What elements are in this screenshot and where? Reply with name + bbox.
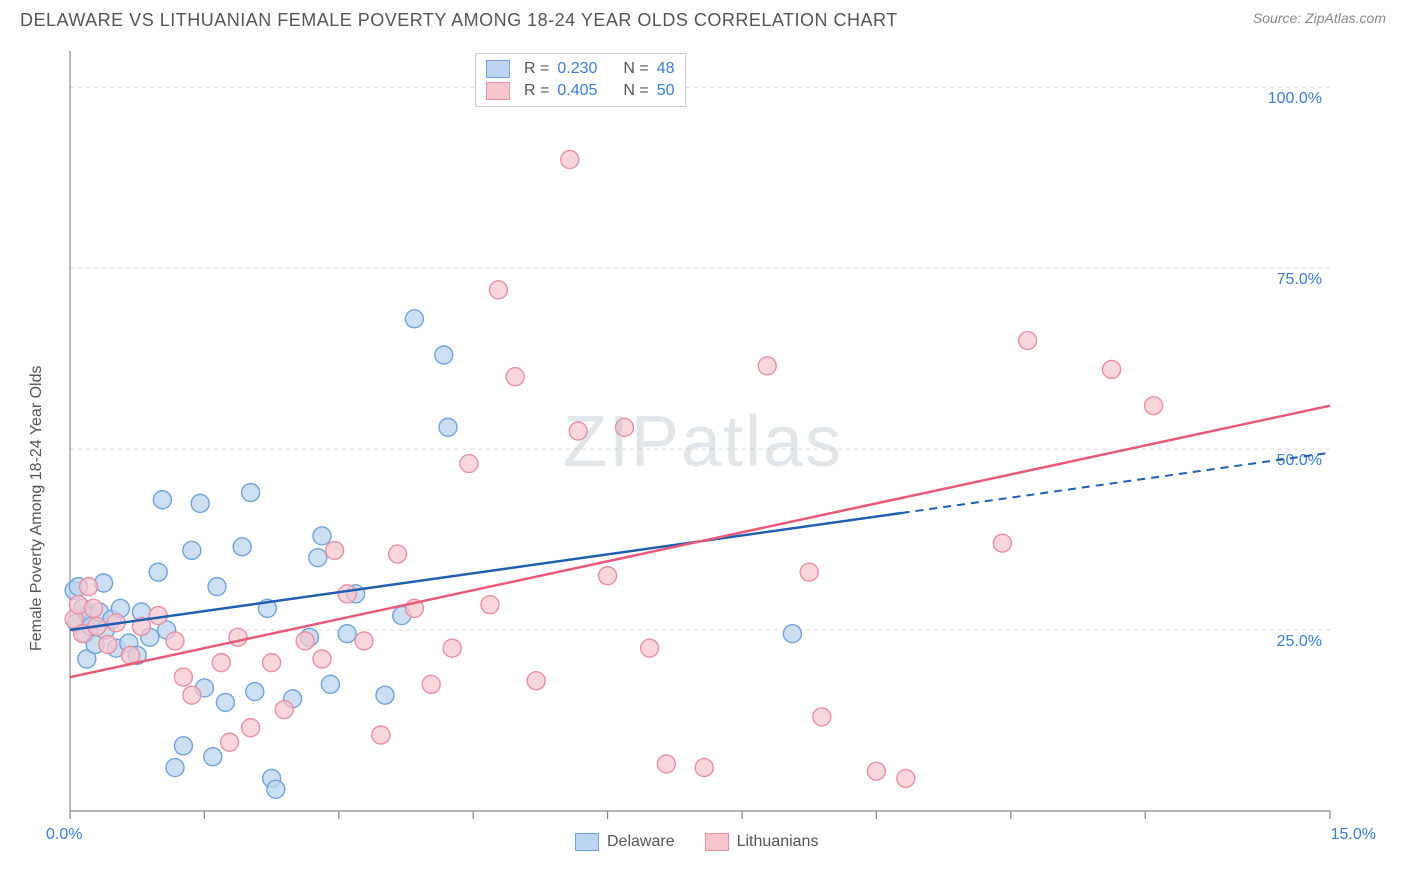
legend-series: Delaware Lithuanians xyxy=(575,833,818,851)
svg-text:75.0%: 75.0% xyxy=(1277,271,1322,288)
legend-stat-row-lithuanians: R = 0.405 N = 50 xyxy=(486,80,675,102)
scatter-plot-svg: 25.0% 50.0% 75.0% 100.0% 0.0% 15.0% xyxy=(20,31,1386,861)
legend-item-lithuanians: Lithuanians xyxy=(705,833,819,851)
r-value-lithuanians: 0.405 xyxy=(557,82,597,100)
svg-text:15.0%: 15.0% xyxy=(1331,826,1376,843)
r-label: R = xyxy=(524,82,549,100)
legend-swatch-lithuanians xyxy=(705,833,729,851)
r-value-delaware: 0.230 xyxy=(557,60,597,78)
y-axis-title: Female Poverty Among 18-24 Year Olds xyxy=(28,366,46,652)
n-value-delaware: 48 xyxy=(657,60,675,78)
r-label: R = xyxy=(524,60,549,78)
n-label: N = xyxy=(623,60,648,78)
chart-source: Source: ZipAtlas.com xyxy=(1253,10,1386,26)
legend-stats: R = 0.230 N = 48 R = 0.405 N = 50 xyxy=(475,53,686,107)
svg-text:25.0%: 25.0% xyxy=(1277,633,1322,650)
n-label: N = xyxy=(623,82,648,100)
svg-text:50.0%: 50.0% xyxy=(1277,452,1322,469)
source-label: Source: xyxy=(1253,10,1305,26)
legend-item-delaware: Delaware xyxy=(575,833,675,851)
svg-text:100.0%: 100.0% xyxy=(1268,90,1322,107)
source-name: ZipAtlas.com xyxy=(1305,10,1386,26)
legend-swatch-lithuanians xyxy=(486,82,510,100)
legend-stat-row-delaware: R = 0.230 N = 48 xyxy=(486,58,675,80)
legend-label-delaware: Delaware xyxy=(607,833,675,851)
n-value-lithuanians: 50 xyxy=(657,82,675,100)
chart-title: DELAWARE VS LITHUANIAN FEMALE POVERTY AM… xyxy=(20,10,898,31)
legend-swatch-delaware xyxy=(486,60,510,78)
legend-swatch-delaware xyxy=(575,833,599,851)
svg-text:0.0%: 0.0% xyxy=(46,826,82,843)
chart-area: Female Poverty Among 18-24 Year Olds 25.… xyxy=(20,31,1386,861)
legend-label-lithuanians: Lithuanians xyxy=(737,833,819,851)
